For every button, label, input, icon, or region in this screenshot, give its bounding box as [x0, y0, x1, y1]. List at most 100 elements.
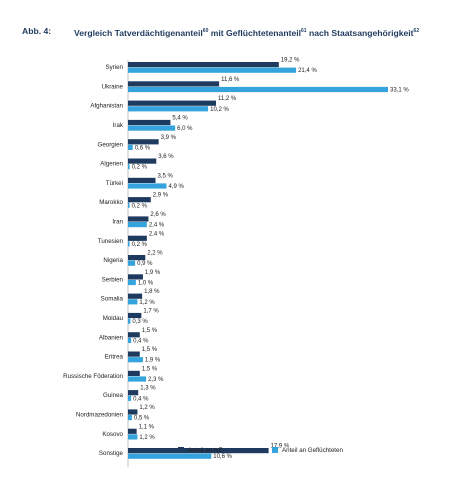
- category-label: Ukraine: [102, 83, 124, 90]
- category-label: Georgien: [98, 141, 124, 148]
- bar: [128, 139, 159, 145]
- data-label: 2,2 %: [147, 251, 163, 257]
- data-label: 0,4 %: [133, 338, 149, 344]
- bar: [128, 67, 297, 73]
- category-label: Nigeria: [103, 257, 123, 264]
- bar: [128, 255, 146, 261]
- data-label: 10,2 %: [210, 107, 229, 113]
- legend-swatch: [272, 447, 278, 453]
- bar: [128, 279, 136, 286]
- category-label: Irak: [113, 122, 124, 129]
- title-part-1: Vergleich Tatverdächtigenanteil: [74, 28, 203, 38]
- bar: [128, 376, 147, 382]
- data-label: 1,5 %: [142, 366, 158, 372]
- bar: [128, 260, 136, 266]
- data-label: 1,7 %: [143, 309, 159, 315]
- data-label: 19,2 %: [281, 58, 300, 64]
- category-label: Moldau: [103, 315, 124, 322]
- data-label: 1,5 %: [142, 328, 158, 334]
- data-label: 11,6 %: [221, 77, 240, 83]
- data-label: 6,0 %: [177, 126, 193, 132]
- data-label: 3,9 %: [161, 135, 177, 141]
- bar: [128, 158, 157, 164]
- footnote-marker: 62: [413, 28, 420, 34]
- legend-swatch: [178, 447, 184, 453]
- data-label: 3,6 %: [158, 154, 174, 160]
- category-label: Guinea: [103, 392, 124, 399]
- category-label: Nordmazedonien: [76, 412, 124, 419]
- bar: [128, 448, 269, 454]
- data-label: 17,9 %: [271, 444, 290, 450]
- category-label: Russische Föderation: [63, 373, 123, 380]
- data-label: 21,4 %: [298, 68, 317, 74]
- bar: [128, 299, 138, 305]
- category-label: Sonstige: [99, 450, 124, 457]
- bar: [128, 241, 130, 247]
- data-label: 2,4 %: [149, 223, 165, 229]
- category-label: Serbien: [102, 276, 124, 283]
- data-label: 11,2 %: [218, 96, 237, 102]
- bar: [128, 370, 140, 376]
- bar: [128, 332, 140, 338]
- legend-label: Anteil an tvZ: [188, 447, 223, 454]
- category-label: Algerien: [100, 161, 123, 168]
- bar: [128, 119, 171, 126]
- data-label: 0,4 %: [133, 396, 149, 402]
- category-label: Türkei: [106, 180, 123, 187]
- data-label: 1,9 %: [145, 270, 161, 276]
- data-label: 2,3 %: [148, 377, 164, 383]
- data-label: 5,4 %: [172, 116, 188, 122]
- legend-label: Anteil an Geflüchteten: [282, 447, 343, 454]
- data-label: 1,3 %: [140, 386, 156, 392]
- figure-label: Abb. 4:: [22, 26, 52, 36]
- data-label: 2,6 %: [150, 212, 166, 218]
- data-label: 2,9 %: [153, 193, 169, 199]
- data-label: 0,2 %: [132, 165, 148, 171]
- data-label: 0,3 %: [132, 319, 148, 325]
- bar: [128, 318, 131, 324]
- bar: [128, 274, 143, 280]
- category-label: Kosovo: [102, 431, 123, 438]
- data-label: 4,9 %: [168, 184, 184, 190]
- bar: [128, 415, 132, 421]
- data-label: 2,4 %: [149, 231, 165, 237]
- bar: [128, 197, 151, 203]
- bar: [128, 106, 209, 112]
- bar: [128, 453, 212, 459]
- category-label: Iran: [112, 219, 123, 226]
- bar: [128, 390, 139, 396]
- data-label: 0,6 %: [135, 145, 151, 151]
- bar: [128, 428, 137, 434]
- figure-title: Vergleich Tatverdächtigenanteil60 mit Ge…: [74, 26, 439, 39]
- bar: [128, 164, 130, 170]
- title-part-3: nach Staatsangehö­rigkeit: [306, 28, 414, 38]
- bar: [128, 81, 220, 87]
- bar: [128, 86, 388, 93]
- bar: [128, 312, 142, 319]
- bar: [128, 100, 216, 106]
- bar: [128, 177, 156, 183]
- bar: [128, 144, 133, 150]
- category-label: Eritrea: [105, 354, 124, 361]
- data-label: 0,5 %: [134, 416, 150, 422]
- data-label: 1,8 %: [144, 289, 160, 295]
- category-label: Albanien: [99, 334, 124, 341]
- bar: [128, 293, 143, 299]
- bar: [128, 183, 167, 189]
- data-label: 0,2 %: [132, 203, 148, 209]
- bar: [128, 357, 143, 363]
- data-label: 1,0 %: [138, 281, 154, 287]
- data-label: 33,1 %: [390, 88, 409, 94]
- data-label: 1,2 %: [139, 435, 155, 441]
- data-label: 1,2 %: [139, 405, 155, 411]
- bar: [128, 434, 138, 440]
- bar: [128, 216, 149, 222]
- category-label: Afghanistan: [90, 103, 123, 110]
- data-label: 1,5 %: [142, 347, 158, 353]
- bar: [128, 125, 176, 131]
- category-label: Syrien: [105, 64, 123, 71]
- data-label: 1,2 %: [139, 300, 155, 306]
- data-label: 10,6 %: [213, 454, 232, 460]
- footnote-marker: 60: [202, 28, 209, 34]
